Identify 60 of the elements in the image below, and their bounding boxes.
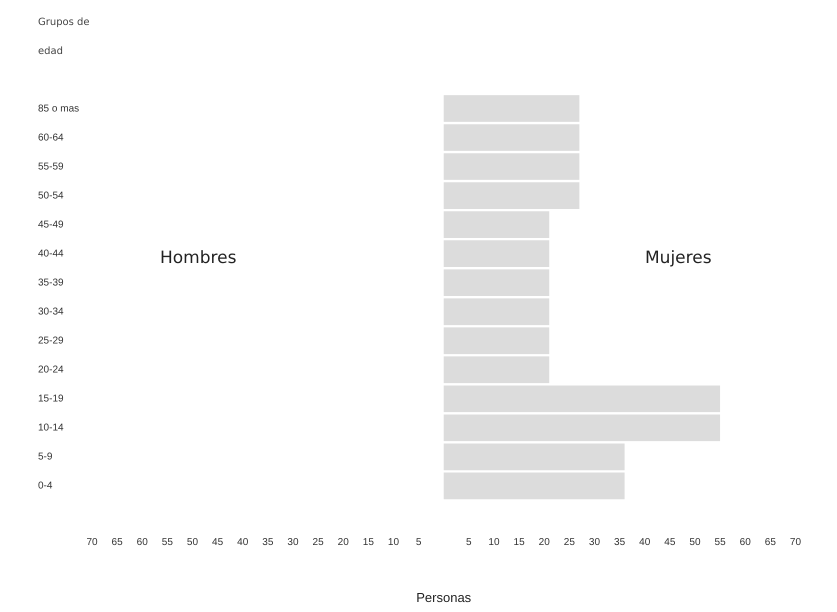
bar bbox=[444, 444, 625, 470]
bar bbox=[444, 153, 580, 180]
y-tick-label: 20-24 bbox=[38, 364, 64, 376]
x-tick-label: 40 bbox=[237, 537, 249, 548]
x-tick-label: 65 bbox=[112, 537, 124, 548]
annotation: Mujeres bbox=[645, 248, 712, 268]
x-tick-label: 35 bbox=[262, 537, 274, 548]
bar bbox=[444, 240, 550, 268]
y-tick-label: 50-54 bbox=[38, 190, 64, 202]
y-tick-label: 30-34 bbox=[38, 306, 64, 318]
x-tick-label: 55 bbox=[714, 537, 726, 548]
x-tick-label: 25 bbox=[564, 537, 576, 548]
x-tick-label: 30 bbox=[588, 537, 600, 548]
y-tick-label: 10-14 bbox=[38, 422, 64, 434]
y-tick-label: 35-39 bbox=[38, 277, 64, 288]
x-tick-label: 70 bbox=[86, 537, 98, 548]
x-tick-label: 20 bbox=[338, 537, 350, 548]
bar bbox=[444, 182, 580, 209]
x-tick-label: 5 bbox=[416, 537, 422, 548]
y-tick-label: 45-49 bbox=[38, 219, 64, 230]
bar bbox=[444, 298, 550, 326]
x-tick-label: 5 bbox=[466, 537, 472, 548]
x-axis-title: Personas bbox=[416, 590, 472, 605]
x-tick-label: 15 bbox=[362, 537, 374, 548]
x-tick-label: 55 bbox=[162, 537, 174, 548]
bar bbox=[444, 356, 550, 384]
x-tick-label: 45 bbox=[212, 537, 224, 548]
x-tick-label: 20 bbox=[538, 537, 550, 548]
bar bbox=[444, 414, 720, 442]
bar bbox=[444, 211, 550, 238]
y-tick-label: 25-29 bbox=[38, 335, 64, 346]
x-tick-label: 35 bbox=[614, 537, 626, 548]
bar bbox=[444, 124, 580, 151]
y-tick-label: 85 o mas bbox=[38, 103, 80, 114]
bar bbox=[444, 385, 720, 412]
x-tick-label: 25 bbox=[312, 537, 324, 548]
x-tick-label: 40 bbox=[639, 537, 651, 548]
annotation: Hombres bbox=[160, 248, 236, 268]
y-tick-label: 15-19 bbox=[38, 394, 64, 405]
y-tick-label: 0-4 bbox=[38, 480, 53, 492]
y-tick-label: 40-44 bbox=[38, 248, 64, 260]
x-tick-label: 50 bbox=[186, 537, 198, 548]
y-tick-label: 60-64 bbox=[38, 132, 64, 144]
bar bbox=[444, 327, 550, 354]
y-tick-label: 55-59 bbox=[38, 161, 64, 172]
bar bbox=[444, 269, 550, 296]
x-tick-label: 45 bbox=[664, 537, 676, 548]
x-tick-label: 65 bbox=[764, 537, 776, 548]
y-tick-label: 5-9 bbox=[38, 452, 53, 463]
x-tick-label: 50 bbox=[689, 537, 701, 548]
bar bbox=[444, 95, 580, 122]
x-tick-label: 10 bbox=[488, 537, 500, 548]
x-tick-label: 60 bbox=[136, 537, 148, 548]
x-tick-label: 70 bbox=[790, 537, 802, 548]
text: Grupos de edad bbox=[38, 17, 90, 57]
x-tick-label: 10 bbox=[388, 537, 400, 548]
x-tick-label: 30 bbox=[287, 537, 299, 548]
bar bbox=[444, 472, 625, 500]
x-tick-label: 60 bbox=[740, 537, 752, 548]
x-tick-label: 15 bbox=[514, 537, 526, 548]
